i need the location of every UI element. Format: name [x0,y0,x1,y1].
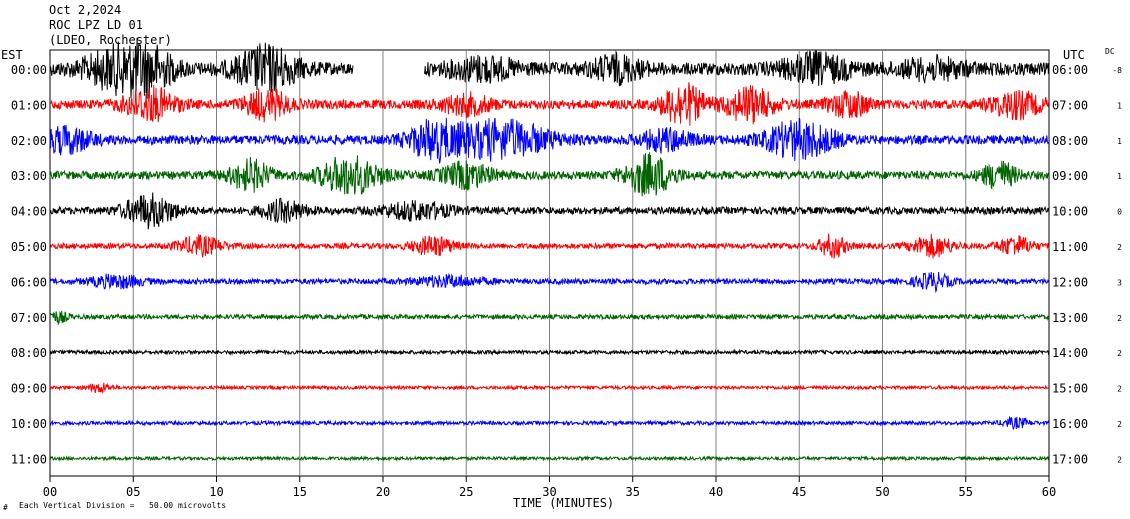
dc-value-11: 2 [1117,455,1122,464]
est-axis-label: EST [1,48,23,62]
trace-row-6 [49,271,1050,294]
dc-value-5: 2 [1117,243,1122,252]
x-tick-label-25: 25 [459,485,473,499]
x-tick-label-30: 30 [542,485,556,499]
x-tick-label-00: 00 [43,485,57,499]
dc-value-6: 3 [1117,278,1122,287]
trace-row-10 [49,415,1050,430]
est-label-9: 09:00 [11,382,47,396]
dc-value-1: 1 [1117,101,1122,110]
x-tick-label-55: 55 [959,485,973,499]
trace-row-9 [49,382,1050,394]
utc-label-9: 15:00 [1052,382,1088,396]
est-label-3: 03:00 [11,169,47,183]
dc-value-8: 2 [1117,349,1122,358]
x-tick-label-35: 35 [626,485,640,499]
trace-row-4 [49,192,1050,230]
dc-value-3: 1 [1117,172,1122,181]
utc-label-7: 13:00 [1052,311,1088,325]
station-label: ROC LPZ LD 01 [49,18,143,32]
utc-label-10: 16:00 [1052,417,1088,431]
x-tick-label-15: 15 [293,485,307,499]
network-label: (LDEO, Rochester) [49,33,172,47]
x-tick-label-10: 10 [209,485,223,499]
est-label-7: 07:00 [11,311,47,325]
utc-label-6: 12:00 [1052,275,1088,289]
dc-value-4: 0 [1117,208,1122,217]
utc-label-1: 07:00 [1052,98,1088,112]
corner-mark: # [3,503,8,512]
dc-value-9: 2 [1117,385,1122,394]
x-axis-title: TIME (MINUTES) [513,496,615,510]
scale-note: Each Vertical Division = 50.00 microvolt… [19,501,227,510]
trace-row-8 [49,348,1050,356]
x-tick-label-40: 40 [709,485,723,499]
date-label: Oct 2,2024 [49,3,122,17]
utc-axis-label: UTC [1063,48,1085,62]
est-label-4: 04:00 [11,205,47,219]
trace-row-11 [49,454,1050,462]
est-label-1: 01:00 [11,98,47,112]
utc-label-2: 08:00 [1052,134,1088,148]
est-label-0: 00:00 [11,63,47,77]
est-label-5: 05:00 [11,240,47,254]
x-tick-label-50: 50 [875,485,889,499]
trace-row-2 [49,117,1050,164]
est-label-6: 06:00 [11,275,47,289]
utc-label-4: 10:00 [1052,205,1088,219]
dc-value-2: 1 [1117,137,1122,146]
trace-row-5 [49,233,1050,259]
dc-value-10: 2 [1117,420,1122,429]
est-label-2: 02:00 [11,134,47,148]
x-tick-label-60: 60 [1042,485,1056,499]
x-tick-label-20: 20 [376,485,390,499]
dc-value-0: -8 [1112,66,1122,75]
est-label-11: 11:00 [11,452,47,466]
utc-label-11: 17:00 [1052,452,1088,466]
est-label-10: 10:00 [11,417,47,431]
utc-label-3: 09:00 [1052,169,1088,183]
trace-row-7 [49,310,1050,326]
utc-label-0: 06:00 [1052,63,1088,77]
utc-label-5: 11:00 [1052,240,1088,254]
dc-value-7: 2 [1117,314,1122,323]
dc-column-label: DC [1105,47,1115,56]
x-tick-label-05: 05 [126,485,140,499]
utc-label-8: 14:00 [1052,346,1088,360]
x-tick-label-45: 45 [792,485,806,499]
trace-row-3 [49,152,1050,197]
trace-row-1 [49,82,1050,126]
est-label-8: 08:00 [11,346,47,360]
trace-row-0 [49,37,1050,99]
